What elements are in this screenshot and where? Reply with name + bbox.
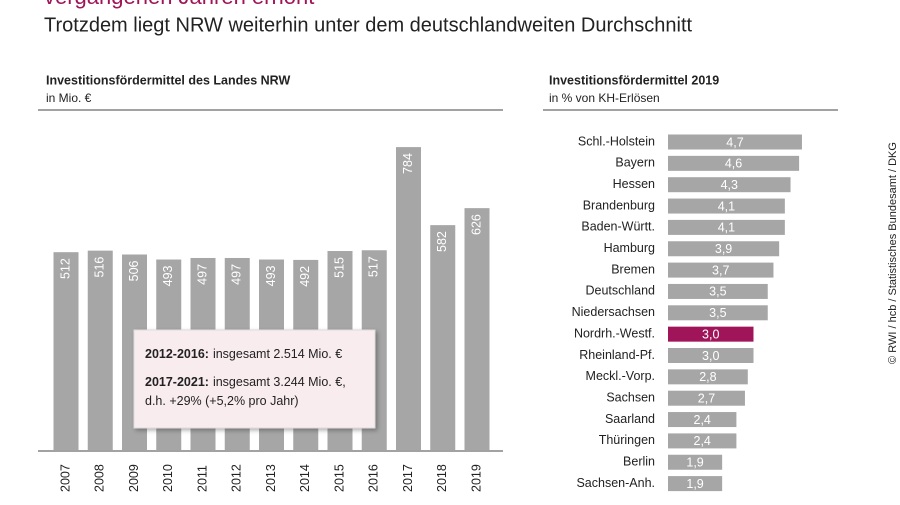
value-label: 512 <box>58 258 72 279</box>
bar <box>668 454 723 470</box>
y-tick-label: Sachsen <box>606 390 655 404</box>
bar <box>668 177 791 193</box>
annotation-text: d.h. +29% (+5,2% pro Jahr) <box>145 394 299 408</box>
y-tick-label: Hamburg <box>604 241 655 255</box>
value-label: 492 <box>298 266 312 287</box>
bar <box>668 390 745 406</box>
value-label: 4,3 <box>721 178 738 192</box>
bar <box>430 225 456 450</box>
y-tick-label: Berlin <box>623 455 655 469</box>
bar <box>668 369 748 385</box>
x-tick-label: 2010 <box>161 464 175 492</box>
page-title: vergangenen Jahren erhöht <box>44 0 314 9</box>
x-tick-label: 2011 <box>195 465 209 492</box>
bar <box>87 250 113 450</box>
annotation-text: insgesamt 3.244 Mio. €, <box>213 375 346 389</box>
y-tick-label: Nordrh.-Westf. <box>574 326 655 340</box>
value-label: 515 <box>332 257 346 278</box>
y-tick-label: Sachsen-Anh. <box>576 476 655 490</box>
value-label: 517 <box>367 256 381 277</box>
annotation-bold: 2017-2021: <box>145 375 209 389</box>
y-tick-label: Deutschland <box>586 284 656 298</box>
bar <box>668 219 785 235</box>
x-tick-label: 2015 <box>332 464 346 492</box>
chart-subtitle: in % von KH-Erlösen <box>549 91 660 105</box>
value-label: 784 <box>401 153 415 174</box>
bar <box>668 134 802 150</box>
y-tick-label: Rheinland-Pf. <box>579 348 655 362</box>
annotation-box <box>133 329 376 429</box>
value-label: 3,5 <box>709 285 726 299</box>
chart-title: Investitionsfördermittel 2019 <box>549 73 719 87</box>
bar <box>464 208 490 450</box>
value-label: 1,9 <box>686 456 703 470</box>
value-label: 497 <box>230 264 244 285</box>
value-label: 3,9 <box>715 242 732 256</box>
source: © RWI / hcb / Statistisches Bundesamt / … <box>887 142 899 364</box>
value-label: 3,0 <box>702 327 719 341</box>
x-tick-label: 2007 <box>58 464 72 492</box>
y-tick-label: Brandenburg <box>583 198 655 212</box>
value-label: 493 <box>161 265 175 286</box>
bar <box>668 198 785 214</box>
value-label: 497 <box>195 264 209 285</box>
value-label: 2,7 <box>698 391 715 405</box>
x-tick-label: 2012 <box>230 464 244 492</box>
bar <box>668 326 754 342</box>
bar <box>668 155 800 171</box>
y-tick-label: Baden-Württ. <box>581 220 655 234</box>
value-label: 3,7 <box>712 263 729 277</box>
value-label: 506 <box>127 260 141 281</box>
value-label: 4,7 <box>726 135 743 149</box>
value-label: 3,0 <box>702 349 719 363</box>
x-tick-label: 2017 <box>401 464 415 492</box>
value-label: 4,1 <box>718 221 735 235</box>
x-tick-label: 2018 <box>435 464 449 492</box>
value-label: 4,6 <box>725 157 742 171</box>
value-label: 3,5 <box>709 306 726 320</box>
bar <box>668 262 774 278</box>
value-label: 582 <box>435 231 449 252</box>
value-label: 1,9 <box>686 477 703 491</box>
bar <box>668 283 768 299</box>
y-tick-label: Meckl.-Vorp. <box>586 369 655 383</box>
bar <box>668 305 768 321</box>
y-tick-label: Bremen <box>611 262 655 276</box>
annotation-line: 2017-2021: insgesamt 3.244 Mio. €, <box>145 375 346 389</box>
annotation-text: insgesamt 2.514 Mio. € <box>213 347 342 361</box>
y-tick-label: Schl.-Holstein <box>578 134 655 148</box>
value-label: 4,1 <box>718 199 735 213</box>
chart-title: Investitionsfördermittel des Landes NRW <box>46 73 290 87</box>
y-tick-label: Hessen <box>613 177 655 191</box>
x-tick-label: 2008 <box>93 464 107 492</box>
value-label: 2,8 <box>699 370 716 384</box>
y-tick-label: Bayern <box>615 156 655 170</box>
x-tick-label: 2014 <box>298 464 312 492</box>
y-tick-label: Saarland <box>605 412 655 426</box>
bar <box>668 476 723 492</box>
annotation-bold: 2012-2016: <box>145 347 209 361</box>
x-tick-label: 2013 <box>264 464 278 492</box>
value-label: 2,4 <box>694 413 711 427</box>
value-label: 516 <box>93 257 107 278</box>
value-label: 493 <box>264 265 278 286</box>
x-tick-label: 2019 <box>469 464 483 492</box>
chart-subtitle: in Mio. € <box>46 91 92 105</box>
bar <box>396 147 421 450</box>
annotation-line: 2012-2016: insgesamt 2.514 Mio. € <box>145 347 342 361</box>
x-tick-label: 2009 <box>127 464 141 492</box>
annotation-line: d.h. +29% (+5,2% pro Jahr) <box>145 394 299 408</box>
bar <box>53 252 79 450</box>
value-label: 626 <box>469 214 483 235</box>
bar <box>668 348 754 363</box>
bar <box>668 241 780 257</box>
bar <box>668 433 737 449</box>
page-subtitle: Trotzdem liegt NRW weiterhin unter dem d… <box>44 14 693 36</box>
y-tick-label: Thüringen <box>599 433 655 447</box>
x-tick-label: 2016 <box>367 464 381 492</box>
value-label: 2,4 <box>694 434 711 448</box>
bar <box>668 412 737 428</box>
y-tick-label: Niedersachsen <box>572 305 655 319</box>
